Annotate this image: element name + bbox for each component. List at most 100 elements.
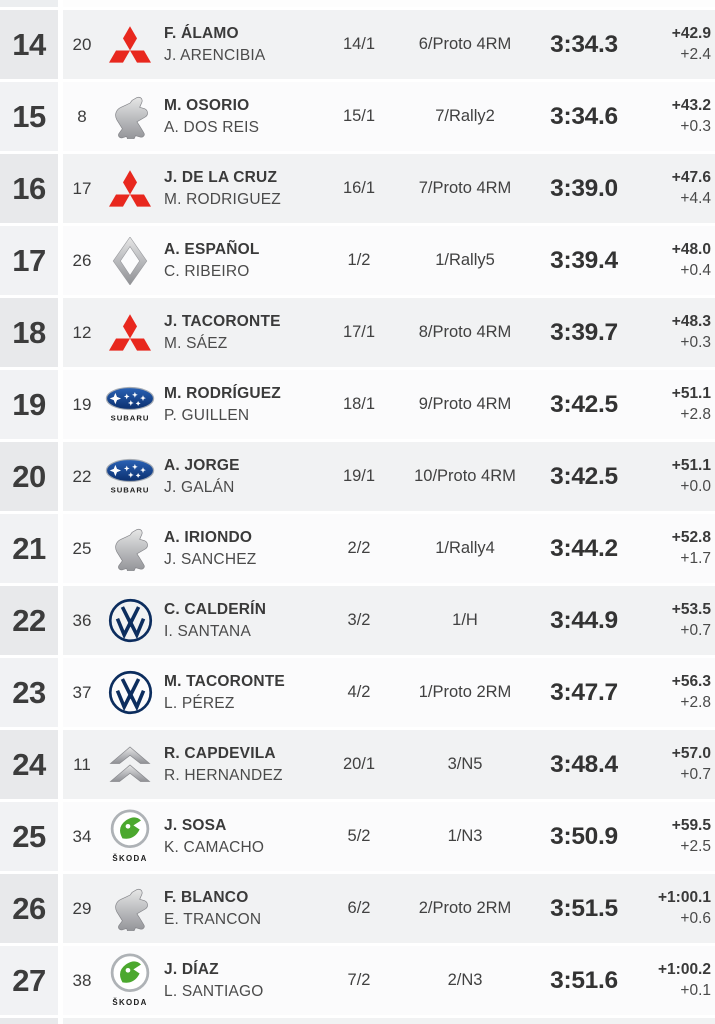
gap-to-leader: +48.0 [671,241,711,258]
group-position: 2/Proto 2RM [418,899,512,917]
position-value: 26 [12,890,46,926]
gap-cell: +57.0 +0.7 [637,745,715,784]
row-body: 22 SUBARU A. JORGE J. GALÁN 19/1 10/Prot… [63,442,715,511]
table-row[interactable]: 22 36 C. CALDERÍN I. SANTANA 3/2 1/H 3:4… [0,586,715,655]
stage-time: 3:50.9 [550,822,618,850]
stage-time: 3:34.6 [550,102,618,130]
stage-time: 3:34.3 [550,30,618,58]
table-row[interactable]: 23 37 M. TACORONTE L. PÉREZ 4/2 1/Proto … [0,658,715,727]
gap-to-previous: +2.4 [680,46,711,63]
stage-time: 3:51.6 [550,966,618,994]
crew-names: J. DÍAZ L. SANTIAGO [159,961,319,1001]
car-number: 25 [72,538,92,558]
driver-name: M. OSORIO [164,96,250,114]
clipped-row-top [0,0,715,7]
volkswagen-logo [101,589,159,653]
svg-text:ŠKODA: ŠKODA [112,998,147,1007]
skoda-logo: ŠKODA [101,805,159,869]
table-row[interactable]: 21 25 A. IRIONDO J. SANCHEZ 2/2 1/Rally4… [0,514,715,583]
class-position: 19/1 [342,467,376,485]
gap-cell: +48.3 +0.3 [637,313,715,352]
driver-name: F. ÁLAMO [164,24,239,42]
position-cell: 16 [0,154,58,223]
position-value: 25 [12,818,46,854]
table-row[interactable]: 26 29 F. BLANCO E. TRANCON 6/2 2/Proto 2… [0,874,715,943]
peugeot-logo [101,517,159,581]
codriver-name: K. CAMACHO [164,838,265,856]
gap-cell: +42.9 +2.4 [637,25,715,64]
driver-name: M. TACORONTE [164,672,285,690]
codriver-name: J. ARENCIBIA [164,46,266,64]
volkswagen-logo [101,661,159,725]
group-position: 7/Proto 4RM [418,179,512,197]
crew-names: F. BLANCO E. TRANCON [159,889,319,929]
position-value: 15 [12,98,46,134]
position-cell: 27 [0,946,58,1015]
class-position: 7/2 [347,971,371,989]
table-row[interactable]: 18 12 J. TACORONTE M. SÁEZ 17/1 8/Proto … [0,298,715,367]
subaru-logo: SUBARU [101,445,159,509]
gap-to-previous: +1.7 [680,550,711,567]
skoda-logo: ŠKODA [101,949,159,1013]
row-body: 12 J. TACORONTE M. SÁEZ 17/1 8/Proto 4RM… [63,298,715,367]
codriver-name: L. PÉREZ [164,694,235,712]
citroen-logo [101,733,159,797]
table-row[interactable]: 25 34 ŠKODA J. SOSA K. CAMACHO 5/2 1/N3 … [0,802,715,871]
mitsubishi-logo [101,157,159,221]
gap-to-previous: +0.4 [680,262,711,279]
gap-to-leader: +53.5 [671,601,711,618]
codriver-name: M. SÁEZ [164,334,228,352]
crew-names: J. TACORONTE M. SÁEZ [159,313,319,353]
gap-to-previous: +2.5 [680,838,711,855]
table-row[interactable]: 17 26 A. ESPAÑOL C. RIBEIRO 1/2 1/Rally5… [0,226,715,295]
row-body: 8 M. OSORIO A. DOS REIS 15/1 7/Rally2 3:… [63,82,715,151]
table-row[interactable]: 16 17 J. DE LA CRUZ M. RODRIGUEZ 16/1 7/… [0,154,715,223]
gap-to-leader: +57.0 [671,745,711,762]
table-row[interactable]: 14 20 F. ÁLAMO J. ARENCIBIA 14/1 6/Proto… [0,10,715,79]
position-cell: 25 [0,802,58,871]
crew-names: A. IRIONDO J. SANCHEZ [159,529,319,569]
group-position: 7/Rally2 [435,107,495,125]
gap-to-previous: +0.6 [680,910,711,927]
gap-to-leader: +43.2 [671,97,711,114]
gap-cell: +51.1 +0.0 [637,457,715,496]
row-body: 29 F. BLANCO E. TRANCON 6/2 2/Proto 2RM … [63,874,715,943]
gap-to-leader: +59.5 [671,817,711,834]
svg-text:SUBARU: SUBARU [111,485,150,494]
stage-time: 3:39.0 [550,174,618,202]
crew-names: M. RODRÍGUEZ P. GUILLEN [159,385,319,425]
class-position: 17/1 [342,323,376,341]
driver-name: J. TACORONTE [164,312,281,330]
car-number: 26 [72,250,92,270]
stage-time: 3:42.5 [550,462,618,490]
codriver-name: M. RODRIGUEZ [164,190,281,208]
car-number: 37 [72,682,92,702]
class-position: 5/2 [347,827,371,845]
crew-names: A. JORGE J. GALÁN [159,457,319,497]
class-position: 4/2 [347,683,371,701]
position-value: 14 [12,26,46,62]
table-row[interactable]: 27 38 ŠKODA J. DÍAZ L. SANTIAGO 7/2 2/N3… [0,946,715,1015]
table-row[interactable]: 24 11 R. CAPDEVILA R. HERNANDEZ 20/1 3/N… [0,730,715,799]
gap-to-leader: +1:00.1 [657,889,711,906]
gap-to-leader: +51.1 [671,457,711,474]
position-cell: 14 [0,10,58,79]
position-cell: 20 [0,442,58,511]
table-row[interactable]: 15 8 M. OSORIO A. DOS REIS 15/1 7/Rally2… [0,82,715,151]
class-position: 3/2 [347,611,371,629]
table-row[interactable]: 20 22 SUBARU A. JORGE J. GALÁN 19/1 10/P… [0,442,715,511]
position-value: 27 [12,962,46,998]
position-cell: 15 [0,82,58,151]
position-cell: 22 [0,586,58,655]
table-row[interactable]: 19 19 SUBARU M. RODRÍGUEZ P. GUILLEN 18/… [0,370,715,439]
gap-to-previous: +2.8 [680,406,711,423]
car-number: 20 [72,34,92,54]
group-position: 8/Proto 4RM [418,323,512,341]
position-cell: 23 [0,658,58,727]
driver-name: J. SOSA [164,816,227,834]
position-value: 21 [12,530,46,566]
car-number: 29 [72,898,92,918]
gap-to-leader: +47.6 [671,169,711,186]
gap-to-previous: +2.8 [680,694,711,711]
